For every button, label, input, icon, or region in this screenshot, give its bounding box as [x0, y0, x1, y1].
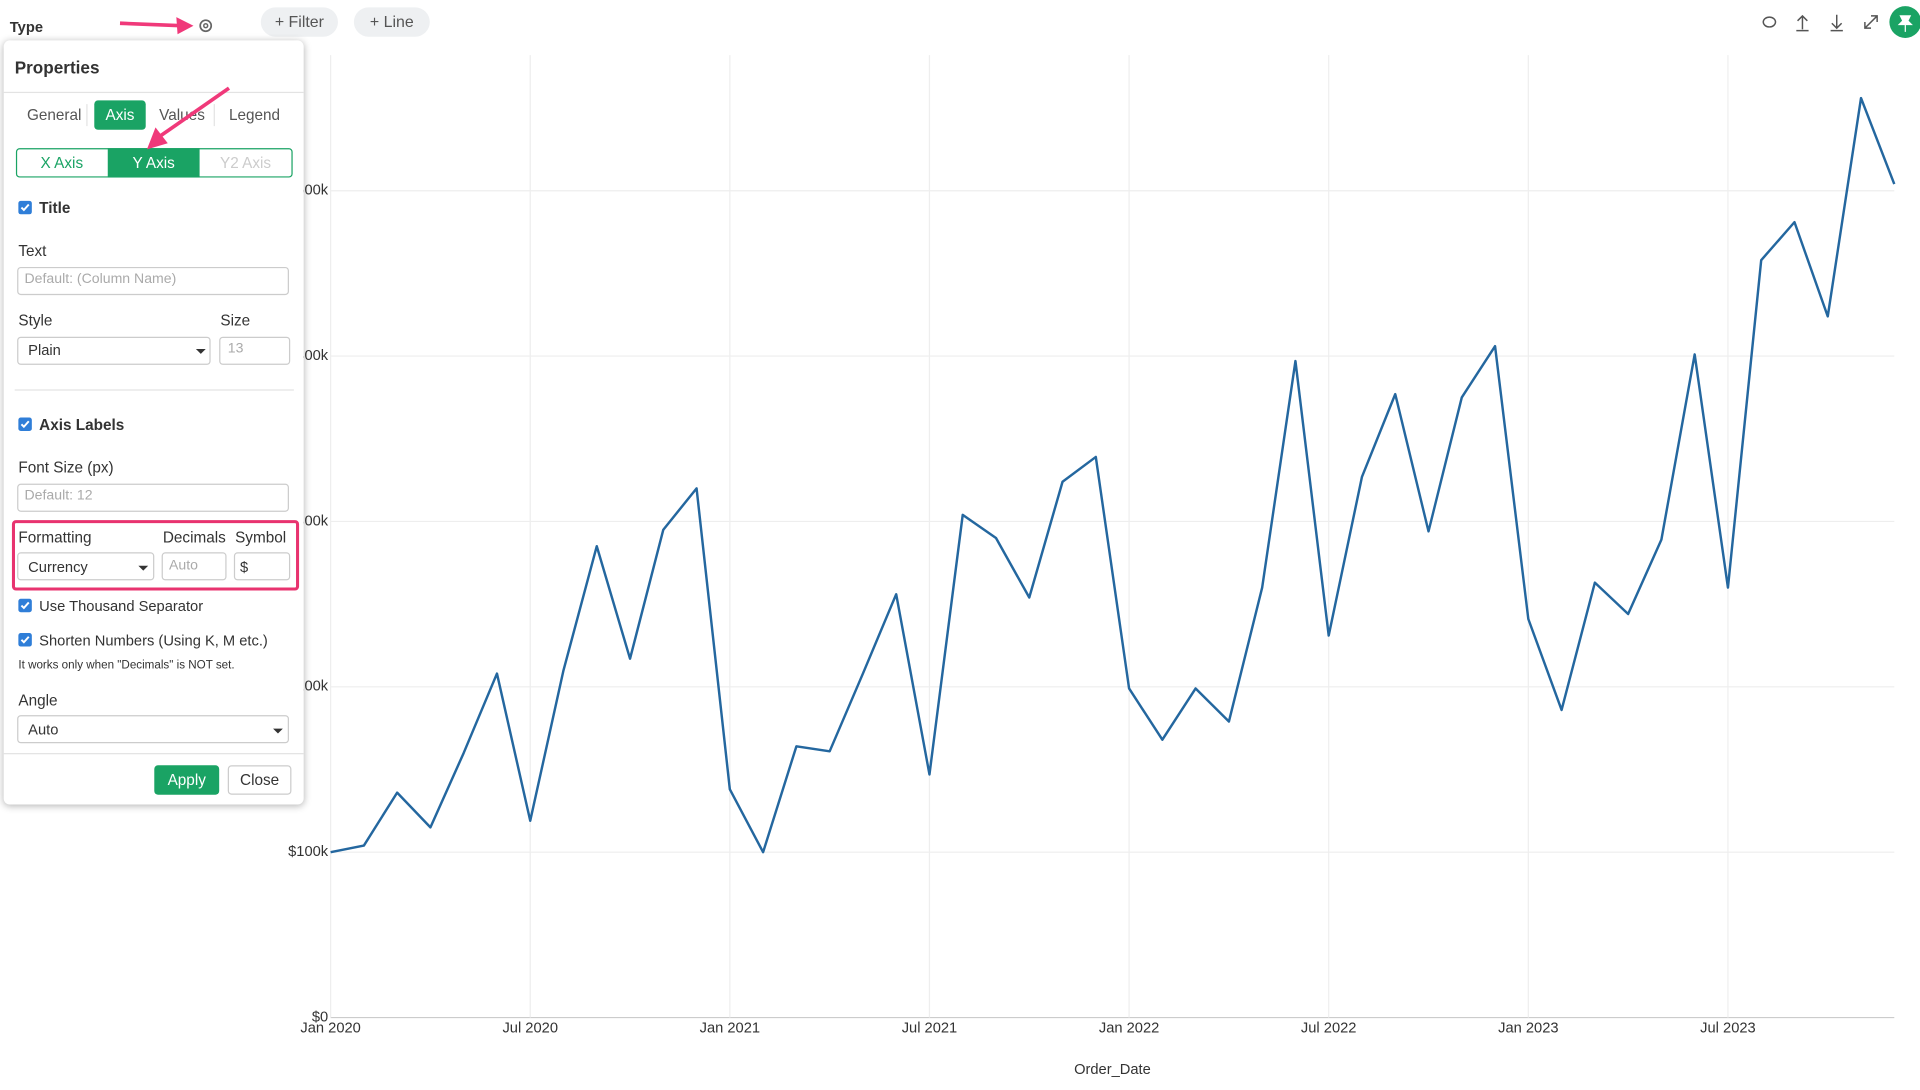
x-tick-label: Jul 2020 [502, 1020, 558, 1036]
checkbox-label: Title [39, 199, 71, 217]
style-select[interactable] [17, 336, 211, 365]
apply-button[interactable]: Apply [154, 765, 220, 795]
formatting-select[interactable] [17, 552, 155, 581]
angle-select[interactable] [17, 715, 289, 744]
annotation-arrow [119, 17, 213, 35]
checkbox-label: Axis Labels [39, 416, 125, 434]
type-label: Type [9, 18, 44, 36]
checkbox-label: Shorten Numbers (Using K, M etc.) [39, 631, 268, 649]
comment-icon[interactable] [1762, 16, 1777, 28]
properties-panel: Properties General Axis Values Legend X … [3, 40, 304, 805]
line-button[interactable]: + Line [353, 7, 430, 37]
select-value: Plain [28, 341, 61, 359]
field-label: Text [18, 242, 47, 260]
toolbar-icons [1762, 6, 1920, 38]
tab[interactable]: General [26, 106, 82, 124]
close-button[interactable]: Close [227, 765, 292, 795]
input-value: $ [240, 558, 249, 576]
field-label: Size [220, 312, 251, 330]
tab[interactable]: Legend [228, 106, 281, 124]
line-series [330, 96, 1896, 854]
symbol-input[interactable] [233, 552, 291, 581]
y-tick-label: $0 [312, 1009, 328, 1025]
annotation-arrow [159, 86, 231, 138]
download-icon[interactable] [1830, 14, 1843, 32]
decimals-input[interactable] [161, 552, 227, 581]
placeholder: Default: (Column Name) [24, 271, 177, 287]
field-label: Angle [18, 691, 58, 709]
field-label: Decimals [162, 528, 226, 547]
field-label: Style [18, 312, 53, 330]
panel-decorations [11, 86, 300, 734]
x-tick-label: Jan 2020 [300, 1020, 360, 1036]
upload-icon[interactable] [1796, 14, 1809, 32]
text-input[interactable] [17, 266, 289, 296]
x-tick-label: Jul 2023 [1700, 1020, 1756, 1036]
y-tick-label: $100k [288, 844, 329, 860]
field-label: Symbol [235, 528, 287, 547]
expand-icon[interactable] [1864, 15, 1878, 29]
highlight-box [11, 520, 300, 591]
placeholder: 13 [227, 341, 244, 357]
x-tick-label: Jul 2022 [1301, 1020, 1357, 1036]
x-tick-label: Jan 2022 [1099, 1020, 1159, 1036]
axis-tab-active[interactable]: Y Axis [107, 148, 200, 178]
note: It works only when "Decimals" is NOT set… [18, 658, 235, 673]
tab-active[interactable]: Axis [94, 100, 146, 130]
select-value: Auto [28, 721, 59, 739]
x-tick-label: Jan 2021 [700, 1020, 760, 1036]
field-label: Font Size (px) [18, 459, 114, 477]
select-value: Currency [28, 558, 88, 576]
x-tick-label: Jul 2021 [902, 1020, 958, 1036]
axis-tab[interactable]: X Axis [40, 154, 84, 172]
size-input[interactable] [219, 336, 291, 365]
axis-tab[interactable]: Y2 Axis [219, 154, 272, 172]
panel-title: Properties [14, 57, 100, 78]
field-label: Formatting [18, 528, 92, 547]
x-axis-title: Order_Date [1074, 1062, 1151, 1078]
placeholder: Auto [168, 558, 198, 574]
filter-button[interactable]: + Filter [260, 7, 338, 37]
x-tick-label: Jan 2023 [1498, 1020, 1558, 1036]
placeholder: Default: 12 [24, 488, 93, 504]
checkbox-label: Use Thousand Separator [39, 597, 204, 615]
font-size-input[interactable] [17, 483, 289, 512]
gear-icon[interactable] [199, 19, 213, 33]
